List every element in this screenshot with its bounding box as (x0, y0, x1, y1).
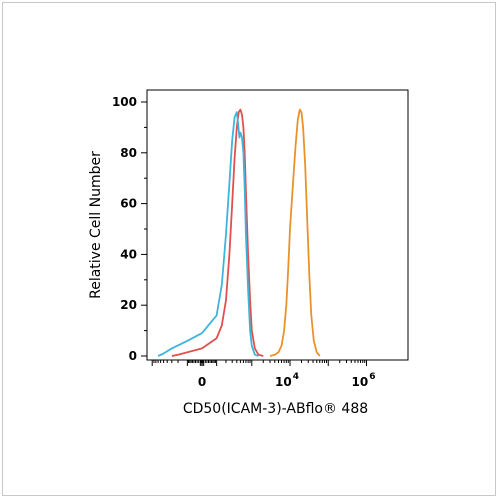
x-tick-label: 104 (275, 372, 299, 389)
y-tick-label-60: 60 (120, 197, 137, 211)
x-tick-label: 0 (198, 375, 206, 389)
figure-frame: 0 20 40 60 80 100 0 104 106 Relative Cell Numbe… (2, 2, 496, 496)
x-axis: 0 104 106 (151, 360, 376, 389)
y-tick-label-0: 0 (129, 349, 137, 363)
x-tick-label: 106 (352, 372, 376, 389)
y-tick-label-80: 80 (120, 146, 137, 160)
y-axis: 0 20 40 60 80 100 (112, 95, 147, 363)
x-axis-label: CD50(ICAM-3)-ABflo® 488 (183, 401, 368, 417)
y-axis-label: Relative Cell Number (88, 151, 104, 299)
histogram-plot: 0 20 40 60 80 100 0 104 106 Relative Cell Numbe… (88, 89, 409, 417)
series-line-3 (269, 108, 321, 357)
series-line-2 (157, 111, 259, 357)
y-tick-label-100: 100 (112, 95, 137, 109)
plot-area-border (146, 89, 409, 361)
series-line-1 (171, 108, 264, 357)
y-tick-label-40: 40 (120, 247, 137, 261)
y-tick-label-20: 20 (120, 298, 137, 312)
series-layer (157, 108, 321, 357)
